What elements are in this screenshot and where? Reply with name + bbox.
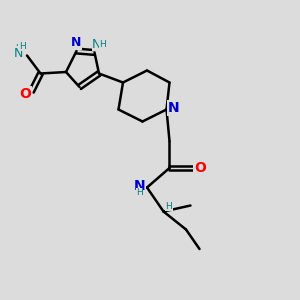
Text: N: N	[167, 101, 179, 115]
Text: H: H	[136, 188, 143, 197]
Text: O: O	[19, 87, 31, 101]
Text: O: O	[194, 161, 206, 175]
Text: N: N	[13, 46, 23, 60]
Text: H: H	[100, 40, 106, 49]
Text: H: H	[166, 202, 172, 211]
Text: H: H	[15, 44, 21, 53]
Text: N: N	[92, 38, 102, 51]
Text: H: H	[20, 42, 26, 51]
Text: N: N	[134, 179, 145, 193]
Text: N: N	[71, 36, 81, 49]
